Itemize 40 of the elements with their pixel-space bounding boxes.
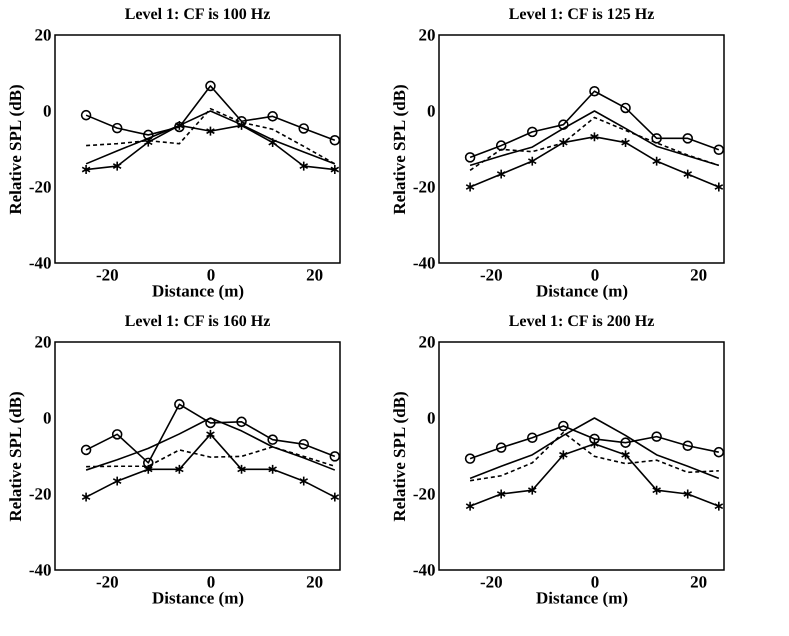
y-axis-title: Relative SPL (dB) [6,391,25,522]
x-tick-label: -20 [96,572,119,592]
chart-title: Level 1: CF is 200 Hz [508,313,654,330]
y-tick-label: -40 [28,254,52,272]
x-tick-label: 0 [590,572,600,592]
y-axis-title: Relative SPL (dB) [390,84,409,215]
y-tick-label: 20 [34,332,52,352]
x-tick-label: 20 [690,572,708,592]
x-tick-label: 20 [690,266,708,284]
y-tick-label: -20 [412,484,436,504]
x-tick-label: -20 [96,266,119,284]
x-tick-label: -20 [480,266,503,284]
chart-title: Level 1: CF is 160 Hz [124,313,270,330]
x-axis-title: Distance (m) [536,282,628,300]
y-tick-label: -20 [412,178,436,196]
y-axis-title: Relative SPL (dB) [6,84,25,215]
y-tick-label: -40 [412,560,436,580]
x-tick-label: 20 [306,572,324,592]
chart-title: Level 1: CF is 125 Hz [508,6,654,23]
y-tick-label: 0 [43,102,52,120]
x-axis-title: Distance (m) [152,282,244,300]
y-tick-label: 20 [34,26,52,44]
x-axis-title: Distance (m) [152,588,244,608]
y-tick-label: 0 [427,408,436,428]
y-tick-label: 0 [43,408,52,428]
y-axis-title: Relative SPL (dB) [390,391,409,522]
x-axis-title: Distance (m) [536,588,628,608]
x-tick-label: 20 [306,266,324,284]
y-tick-label: 20 [418,26,436,44]
y-tick-label: -40 [412,254,436,272]
x-tick-label: 0 [590,266,600,284]
y-tick-label: -20 [28,178,52,196]
y-tick-label: 20 [418,332,436,352]
y-tick-label: -40 [28,560,52,580]
x-tick-label: -20 [480,572,503,592]
y-tick-label: 0 [427,102,436,120]
chart-title: Level 1: CF is 100 Hz [124,6,270,23]
y-tick-label: -20 [28,484,52,504]
x-tick-label: 0 [206,572,216,592]
x-tick-label: 0 [206,266,216,284]
